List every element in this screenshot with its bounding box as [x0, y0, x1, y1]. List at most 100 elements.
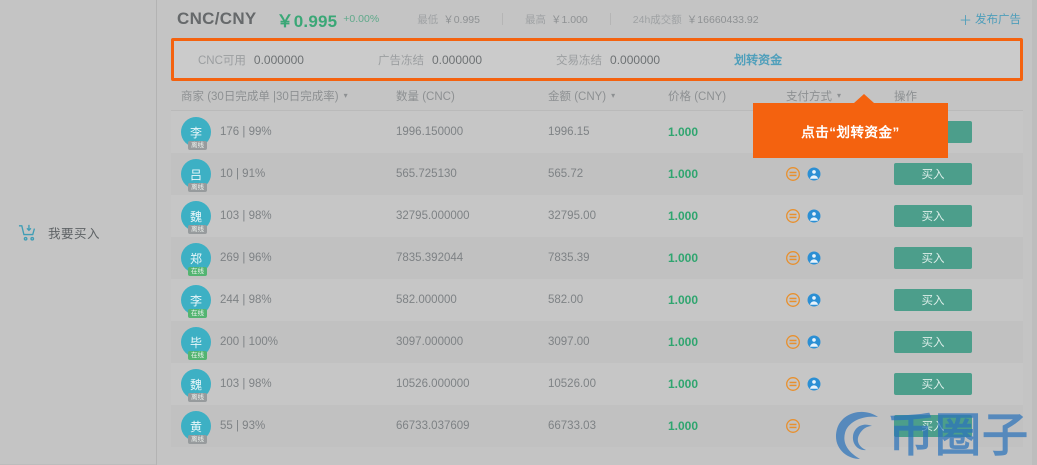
- price-cell: 1.000: [668, 125, 699, 139]
- table-row: 郑在线 269 | 96% 7835.392044 7835.39 1.000 买入: [171, 237, 1023, 279]
- column-header-4[interactable]: 支付方式 ▾: [786, 88, 894, 104]
- amount-cell: 10526.000000: [396, 378, 470, 390]
- chevron-down-icon: ▾: [837, 91, 842, 100]
- low-price-label: 最低: [417, 13, 439, 26]
- merchant-cell: 郑在线 269 | 96%: [181, 243, 396, 276]
- high-price-label: 最高: [524, 13, 546, 26]
- bank-card-icon: [786, 209, 800, 223]
- action-cell: 买入: [894, 205, 1004, 227]
- action-cell: 买入: [894, 247, 1004, 269]
- bank-card-icon: [786, 335, 800, 349]
- balance-value: 0.000000: [431, 52, 483, 67]
- merchant-stats: 10 | 91%: [220, 168, 266, 180]
- buy-button[interactable]: 买入: [894, 373, 972, 395]
- balance-label: 广告冻结: [377, 54, 424, 67]
- chevron-down-icon: ▾: [611, 91, 616, 100]
- column-header-2[interactable]: 金额 (CNY) ▾: [548, 88, 668, 104]
- total-cell: 1996.15: [548, 126, 590, 138]
- balance-bar-highlighted: CNC可用 0.000000 广告冻结 0.000000 交易冻结 0.000000 划转资…: [171, 38, 1023, 81]
- merchant-stats: 244 | 98%: [220, 294, 272, 306]
- avatar: 李在线: [181, 285, 211, 318]
- payment-methods-cell: [786, 293, 894, 307]
- alipay-icon: [807, 167, 821, 181]
- volume-stat: 24h成交额 ￥16660433.92: [633, 12, 759, 27]
- sidebar-item-label: 我要买入: [48, 226, 101, 241]
- alipay-icon: [807, 251, 821, 265]
- alipay-icon: [807, 335, 821, 349]
- status-badge: 离线: [188, 393, 207, 402]
- merchant-cell: 李离线 176 | 99%: [181, 117, 396, 150]
- alipay-icon: [807, 293, 821, 307]
- merchant-cell: 毕在线 200 | 100%: [181, 327, 396, 360]
- table-row: 李在线 244 | 98% 582.000000 582.00 1.000 买入: [171, 279, 1023, 321]
- table-row: 毕在线 200 | 100% 3097.000000 3097.00 1.000 买入: [171, 321, 1023, 363]
- price-cell: 1.000: [668, 419, 699, 433]
- buy-button[interactable]: 买入: [894, 331, 972, 353]
- sidebar-item-menu-0[interactable]: 我要买入: [0, 0, 156, 465]
- buy-button[interactable]: 买入: [894, 415, 972, 437]
- bank-card-icon: [786, 293, 800, 307]
- action-cell: 买入: [894, 415, 1004, 437]
- transfer-funds-callout: 点击“划转资金”: [753, 94, 948, 158]
- column-header-label: 价格 (CNY): [668, 90, 727, 103]
- callout-text: 点击“划转资金”: [801, 124, 900, 140]
- trading-pair-title: CNC/CNY: [177, 9, 257, 28]
- total-cell: 3097.00: [548, 336, 590, 348]
- merchant-cell: 吕离线 10 | 91%: [181, 159, 396, 192]
- high-price-value: ￥1.000: [550, 13, 588, 26]
- table-row: 魏离线 103 | 98% 10526.000000 10526.00 1.000 买入: [171, 363, 1023, 405]
- status-badge: 在线: [188, 351, 207, 360]
- main-content: CNC/CNY ￥0.995 +0.00% 最低 ￥0.995 最高 ￥1.00…: [157, 0, 1037, 465]
- table-header-row: 商家 (30日完成单 |30日完成率) ▾ 数量 (CNC) 金额 (CNY) ▾ 价格 …: [171, 81, 1023, 111]
- total-cell: 565.72: [548, 168, 584, 180]
- payment-methods-cell: [786, 419, 894, 433]
- merchant-cell: 黄离线 55 | 93%: [181, 411, 396, 444]
- avatar: 郑在线: [181, 243, 211, 276]
- amount-cell: 7835.392044: [396, 252, 464, 264]
- total-cell: 7835.39: [548, 252, 590, 264]
- status-badge: 离线: [188, 435, 207, 444]
- publish-ad-button[interactable]: ＋ 发布广告: [959, 10, 1021, 29]
- column-header-1: 数量 (CNC): [396, 88, 548, 104]
- volume-value: ￥16660433.92: [686, 13, 759, 26]
- merchant-stats: 200 | 100%: [220, 336, 278, 348]
- payment-methods-cell: [786, 251, 894, 265]
- merchant-stats: 269 | 96%: [220, 252, 272, 264]
- balance-item-1: 广告冻结 0.000000: [378, 52, 482, 68]
- merchant-stats: 103 | 98%: [220, 210, 272, 222]
- table-row: 魏离线 103 | 98% 32795.000000 32795.00 1.000 买入: [171, 195, 1023, 237]
- bank-card-icon: [786, 419, 800, 433]
- balance-item-2: 交易冻结 0.000000: [556, 52, 660, 68]
- status-badge: 在线: [188, 309, 207, 318]
- plus-icon: ＋: [958, 12, 972, 28]
- price-cell: 1.000: [668, 377, 699, 391]
- alipay-icon: [807, 209, 821, 223]
- column-header-0[interactable]: 商家 (30日完成单 |30日完成率) ▾: [181, 88, 396, 104]
- total-cell: 10526.00: [548, 378, 596, 390]
- stat-divider-1: [501, 13, 503, 25]
- transfer-funds-link[interactable]: 划转资金: [734, 53, 783, 67]
- page-scrollbar[interactable]: [1032, 0, 1037, 465]
- buy-button[interactable]: 买入: [894, 289, 972, 311]
- buy-button[interactable]: 买入: [894, 247, 972, 269]
- amount-cell: 66733.037609: [396, 420, 470, 432]
- column-header-label: 数量 (CNC): [396, 90, 455, 103]
- column-header-3: 价格 (CNY): [668, 88, 786, 104]
- buy-button[interactable]: 买入: [894, 163, 972, 185]
- total-cell: 66733.03: [548, 420, 596, 432]
- ticker-header: CNC/CNY ￥0.995 +0.00% 最低 ￥0.995 最高 ￥1.00…: [157, 0, 1037, 38]
- total-cell: 582.00: [548, 294, 584, 306]
- payment-methods-cell: [786, 377, 894, 391]
- buy-button[interactable]: 买入: [894, 205, 972, 227]
- column-header-5: 操作: [894, 88, 1004, 104]
- payment-methods-cell: [786, 335, 894, 349]
- merchant-cell: 魏离线 103 | 98%: [181, 201, 396, 234]
- volume-label: 24h成交额: [632, 13, 682, 26]
- amount-cell: 565.725130: [396, 168, 457, 180]
- merchant-stats: 55 | 93%: [220, 420, 266, 432]
- price-change-percent: +0.00%: [343, 13, 380, 25]
- high-price-stat: 最高 ￥1.000: [525, 12, 588, 27]
- status-badge: 离线: [188, 225, 207, 234]
- balance-value: 0.000000: [610, 52, 661, 67]
